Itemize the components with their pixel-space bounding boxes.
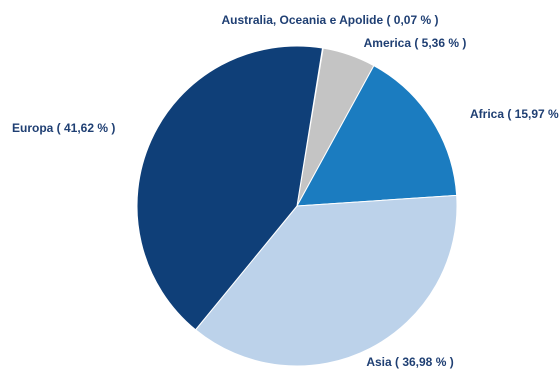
label-africa: Africa ( 15,97 % )	[470, 107, 560, 121]
pie-labels: Australia, Oceania e Apolide ( 0,07 % ) …	[12, 13, 560, 369]
pie-slice-asia	[194, 194, 458, 367]
label-asia: Asia ( 36,98 % )	[366, 355, 453, 369]
pie-slices	[136, 45, 458, 367]
label-europa: Europa ( 41,62 % )	[12, 121, 115, 135]
label-australia: Australia, Oceania e Apolide ( 0,07 % )	[222, 13, 439, 27]
pie-slice-africa	[296, 64, 458, 207]
label-america: America ( 5,36 % )	[364, 36, 467, 50]
pie-slice-europa	[136, 45, 324, 331]
